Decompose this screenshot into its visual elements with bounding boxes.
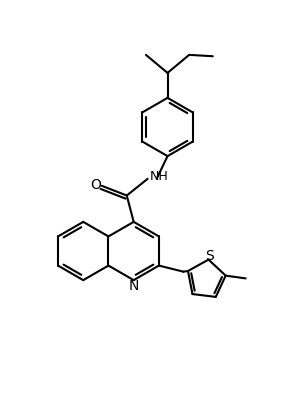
Text: N: N <box>128 279 139 293</box>
Text: NH: NH <box>150 170 169 183</box>
Text: S: S <box>205 249 214 263</box>
Text: O: O <box>90 178 101 192</box>
